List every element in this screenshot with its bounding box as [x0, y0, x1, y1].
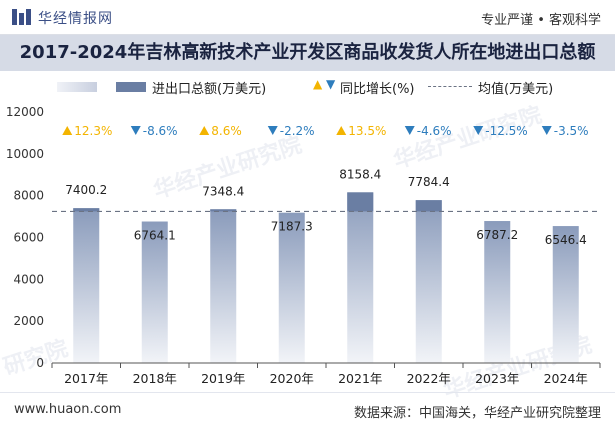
legend-avg-label: 均值(万美元): [478, 82, 554, 97]
legend-bar-label: 进出口总额(万美元): [152, 82, 267, 97]
top-bar: 华经情报网 专业严谨 • 客观科学: [0, 0, 615, 35]
growth-down-arrow-icon: [473, 126, 484, 135]
data-label: 6764.1: [134, 229, 176, 243]
data-label: 6787.2: [476, 228, 518, 242]
y-tick-label: 2000: [13, 314, 44, 328]
growth-down-arrow-icon: [541, 126, 552, 135]
data-label: 7784.4: [408, 175, 450, 189]
huaon-logo-icon: [12, 9, 31, 25]
y-tick-label: 10000: [6, 147, 44, 161]
growth-label: -2.2%: [280, 124, 315, 138]
growth-label: -4.6%: [417, 124, 452, 138]
growth-label: 8.6%: [211, 124, 242, 138]
data-label: 6546.4: [545, 233, 587, 247]
title-bar: 2017-2024年吉林高新技术产业开发区商品收发货人所在地进出口总额: [0, 35, 615, 71]
x-tick-label: 2019年: [201, 371, 245, 386]
chart-title: 2017-2024年吉林高新技术产业开发区商品收发货人所在地进出口总额: [19, 42, 596, 63]
legend: 进出口总额(万美元) ▲ ▼ 同比增长(%) 均值(万美元): [0, 74, 615, 98]
bar-chart: 0 2000 4000 6000 8000 10000 12000 2017年 2018年 20…: [6, 105, 601, 386]
legend-avg-line-swatch: [428, 86, 472, 87]
x-tick-label: 2022年: [407, 371, 451, 386]
growth-label: -3.5%: [554, 124, 589, 138]
growth-down-arrow-icon: [267, 126, 278, 135]
y-tick-label: 4000: [13, 272, 44, 286]
data-label: 8158.4: [339, 167, 381, 181]
x-tick-label: 2020年: [270, 371, 314, 386]
footer: www.huaon.com 数据来源：中国海关，华经产业研究院整理: [0, 392, 615, 428]
bar: [210, 209, 237, 363]
x-tick-label: 2017年: [64, 371, 108, 386]
bar: [278, 212, 305, 363]
bar: [552, 226, 579, 363]
legend-bar-swatch: [116, 82, 146, 92]
y-tick-label: 8000: [13, 189, 44, 203]
bar-above-average: [347, 192, 374, 212]
brand-name: 华经情报网: [38, 11, 113, 27]
site-url: www.huaon.com: [14, 402, 122, 417]
growth-label: 13.5%: [348, 124, 386, 138]
x-tick-label: 2021年: [338, 371, 382, 386]
growth-label: -12.5%: [485, 124, 527, 138]
bar-above-average: [415, 200, 442, 212]
bar-above-average: [210, 209, 237, 212]
growth-down-arrow-icon: [404, 126, 415, 135]
data-label: 7400.2: [65, 183, 107, 197]
legend-down-arrow-icon: ▼: [326, 77, 336, 91]
growth-up-arrow-icon: [199, 126, 210, 135]
growth-label: 12.3%: [74, 124, 112, 138]
x-tick-label: 2023年: [475, 371, 519, 386]
x-tick-label: 2024年: [544, 371, 588, 386]
data-source: 数据来源：中国海关，华经产业研究院整理: [353, 406, 601, 421]
bar: [484, 221, 511, 363]
data-label: 7187.3: [271, 220, 313, 234]
bar-above-average: [73, 208, 100, 212]
growth-up-arrow-icon: [62, 126, 73, 135]
data-label: 7348.4: [202, 184, 244, 198]
legend-growth-label: 同比增长(%): [340, 82, 415, 97]
y-tick-label: 0: [36, 356, 44, 370]
x-tick-label: 2018年: [133, 371, 177, 386]
growth-up-arrow-icon: [336, 126, 347, 135]
slogan: 专业严谨 • 客观科学: [481, 13, 601, 28]
legend-up-arrow-icon: ▲: [313, 77, 323, 91]
bar: [415, 200, 442, 363]
bar: [73, 208, 100, 363]
y-tick-label: 12000: [6, 105, 44, 119]
legend-gradient-swatch: [57, 82, 97, 92]
y-tick-label: 6000: [13, 231, 44, 245]
bar: [347, 192, 374, 363]
growth-label: -8.6%: [143, 124, 178, 138]
growth-down-arrow-icon: [130, 126, 141, 135]
bar: [141, 221, 168, 363]
